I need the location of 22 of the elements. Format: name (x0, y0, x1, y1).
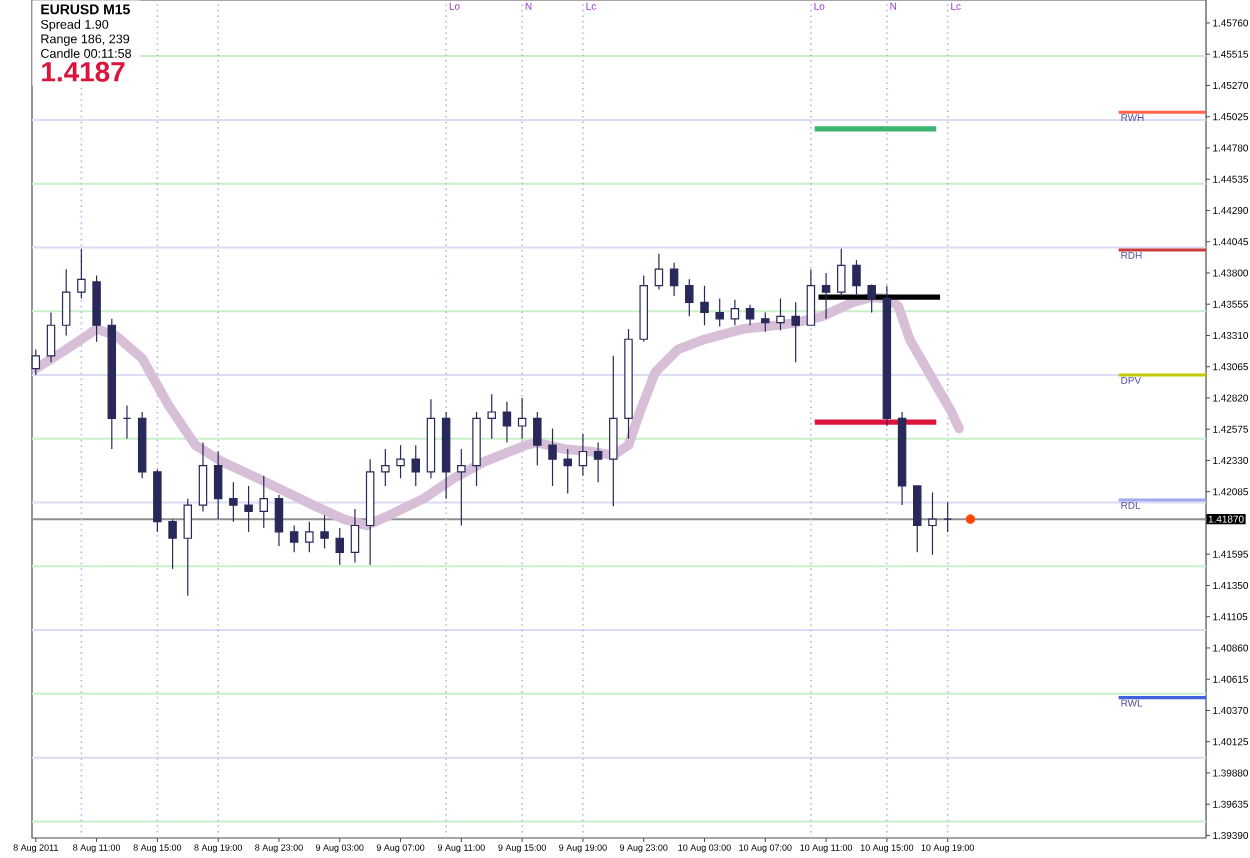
candlestick (821, 272, 831, 320)
candlestick (274, 494, 284, 547)
candlestick (593, 441, 603, 483)
candlestick (441, 411, 451, 500)
candlestick (46, 311, 56, 363)
candlestick (198, 441, 208, 513)
candlestick (609, 355, 618, 507)
candlestick (517, 397, 527, 440)
candlestick (654, 253, 664, 291)
candlestick (882, 285, 892, 427)
candlestick (897, 411, 907, 506)
candlestick (426, 398, 436, 479)
candlestick (578, 433, 588, 477)
candlestick (730, 299, 740, 326)
candlestick (365, 458, 375, 566)
candlestick (669, 262, 679, 297)
candlestick (745, 304, 755, 326)
candlestick (928, 491, 937, 556)
candlestick (244, 485, 253, 533)
candlestick (502, 401, 512, 444)
candlestick (350, 508, 360, 564)
annotation: 1.4187 (42, 61, 125, 82)
